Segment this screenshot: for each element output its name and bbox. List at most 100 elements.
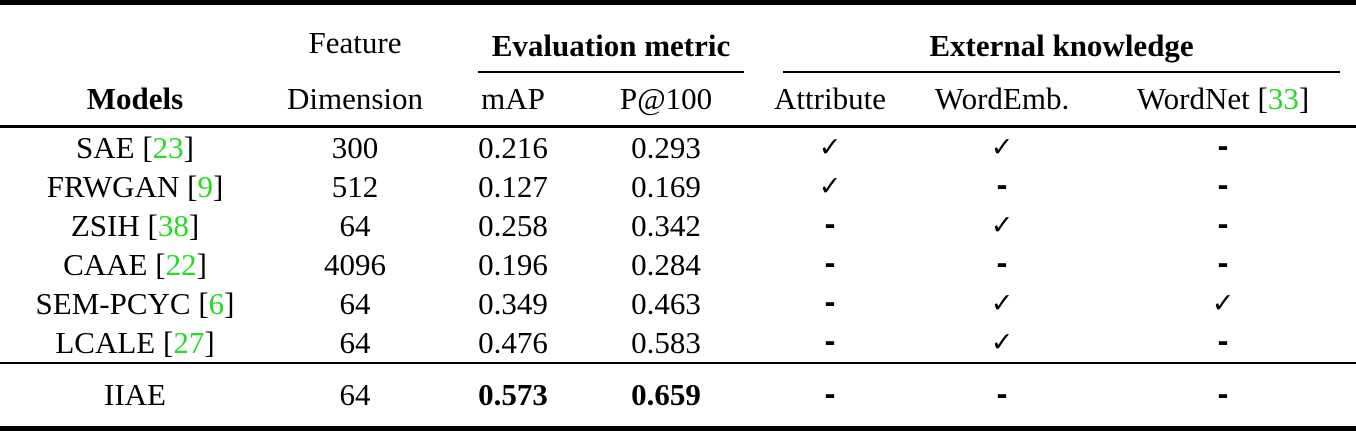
model-label: CAAE	[63, 247, 148, 282]
map-cell: 0.127	[478, 169, 548, 204]
header-empty-cell	[0, 3, 270, 74]
cite-close-bracket: ]	[224, 286, 235, 321]
col-header-wordemb: WordEmb.	[914, 73, 1090, 128]
wordnet-mark: -	[1217, 249, 1229, 280]
attribute-mark: ✓	[818, 171, 842, 202]
p100-cell: 0.583	[631, 325, 701, 360]
header-group-row: Feature Evaluation metric External knowl…	[0, 3, 1356, 74]
citation-number: 38	[157, 208, 189, 243]
wordemb-mark: -	[914, 362, 1090, 429]
map-cell: 0.258	[478, 208, 548, 243]
citation-number: 9	[197, 169, 213, 204]
dimension-cell: 512	[331, 169, 379, 204]
dimension-cell: 64	[339, 286, 371, 321]
wordnet-mark: ✓	[1211, 288, 1235, 319]
wordnet-citation-number: 33	[1267, 81, 1299, 116]
model-label: ZSIH	[70, 208, 140, 243]
group-evaluation-metric-cell: Evaluation metric	[440, 3, 746, 73]
model-cell: CAAE [22]	[0, 245, 270, 284]
wordnet-label: WordNet	[1136, 81, 1250, 116]
dimension-cell: 300	[331, 130, 379, 165]
map-cell: 0.349	[478, 286, 548, 321]
citation-number: 27	[173, 325, 205, 360]
p100-cell: 0.342	[631, 208, 701, 243]
group-evaluation-metric-label: Evaluation metric	[478, 28, 744, 73]
model-cell: IIAE	[0, 362, 270, 429]
table-row: SEM-PCYC [6] 64 0.349 0.463 - ✓ ✓	[0, 284, 1356, 323]
model-cell: FRWGAN [9]	[0, 167, 270, 206]
wordemb-mark: -	[996, 249, 1008, 280]
cite-open-bracket: [	[155, 325, 174, 360]
model-label: LCALE	[55, 325, 156, 360]
wordemb-mark: ✓	[990, 288, 1014, 319]
table-body: SAE [23] 300 0.216 0.293 ✓ ✓ - FRWGAN [9…	[0, 127, 1356, 364]
citation-number: 6	[208, 286, 225, 321]
wordemb-mark: ✓	[990, 132, 1014, 163]
table-row: LCALE [27] 64 0.476 0.583 - ✓ -	[0, 323, 1356, 363]
group-external-knowledge-cell: External knowledge	[746, 3, 1356, 73]
citation-number: 23	[152, 130, 184, 165]
table-row: CAAE [22] 4096 0.196 0.284 - - -	[0, 245, 1356, 284]
wordnet-mark: -	[1217, 171, 1229, 202]
model-label: FRWGAN	[46, 169, 180, 204]
cite-open-bracket: [	[139, 208, 158, 243]
cite-open-bracket: [	[179, 169, 198, 204]
table-row: SAE [23] 300 0.216 0.293 ✓ ✓ -	[0, 127, 1356, 168]
p100-cell: 0.463	[631, 286, 701, 321]
p100-cell: 0.284	[631, 247, 701, 282]
col-header-map: mAP	[440, 73, 586, 128]
model-cell: LCALE [27]	[0, 323, 270, 363]
col-header-attribute: Attribute	[746, 73, 914, 128]
cite-close-bracket: ]	[204, 325, 215, 360]
citation-number: 22	[165, 247, 197, 282]
col-header-wordnet: WordNet [33]	[1090, 73, 1356, 128]
group-external-knowledge-label: External knowledge	[783, 28, 1341, 73]
p100-cell: 0.293	[631, 130, 701, 165]
model-cell: ZSIH [38]	[0, 206, 270, 245]
wordemb-mark: ✓	[990, 327, 1014, 358]
wordnet-mark: -	[1217, 327, 1229, 358]
col-header-dimension: Dimension	[270, 73, 440, 128]
attribute-mark: -	[824, 210, 836, 241]
dimension-cell: 4096	[324, 247, 386, 282]
cite-close-bracket: ]	[196, 247, 207, 282]
model-cell: SEM-PCYC [6]	[0, 284, 270, 323]
attribute-mark: ✓	[818, 132, 842, 163]
cite-open-bracket: [	[134, 130, 153, 165]
map-cell: 0.476	[478, 325, 548, 360]
wordemb-mark: -	[996, 171, 1008, 202]
cite-open-bracket: [	[147, 247, 166, 282]
attribute-mark: -	[824, 249, 836, 280]
table-footer-row-group: IIAE 64 0.573 0.659 - - -	[0, 362, 1356, 429]
dimension-cell: 64	[339, 325, 371, 360]
model-label: SEM-PCYC	[35, 286, 191, 321]
wordnet-mark: -	[1090, 362, 1356, 429]
model-label: SAE	[76, 130, 135, 165]
wordnet-cite-close-bracket: ]	[1298, 81, 1310, 116]
table-header: Feature Evaluation metric External knowl…	[0, 3, 1356, 128]
wordnet-mark: -	[1217, 132, 1229, 163]
table-row: ZSIH [38] 64 0.258 0.342 - ✓ -	[0, 206, 1356, 245]
table-row: FRWGAN [9] 512 0.127 0.169 ✓ - -	[0, 167, 1356, 206]
cite-close-bracket: ]	[188, 208, 200, 243]
attribute-mark: -	[824, 327, 836, 358]
wordnet-cite-open-bracket: [	[1249, 81, 1268, 116]
p100-cell: 0.659	[586, 362, 746, 429]
dimension-cell: 64	[270, 362, 440, 429]
cite-open-bracket: [	[190, 286, 209, 321]
wordemb-mark: ✓	[990, 210, 1014, 241]
dimension-cell: 64	[339, 208, 371, 243]
header-feature-line1: Feature	[308, 25, 402, 60]
attribute-mark: -	[824, 288, 836, 319]
map-cell: 0.216	[478, 130, 548, 165]
attribute-mark: -	[746, 362, 914, 429]
map-cell: 0.196	[478, 247, 548, 282]
wordnet-mark: -	[1217, 210, 1229, 241]
table-row-iiae: IIAE 64 0.573 0.659 - - -	[0, 362, 1356, 429]
p100-cell: 0.169	[631, 169, 701, 204]
col-header-models: Models	[0, 73, 270, 128]
model-cell: SAE [23]	[0, 127, 270, 168]
cite-close-bracket: ]	[183, 130, 194, 165]
